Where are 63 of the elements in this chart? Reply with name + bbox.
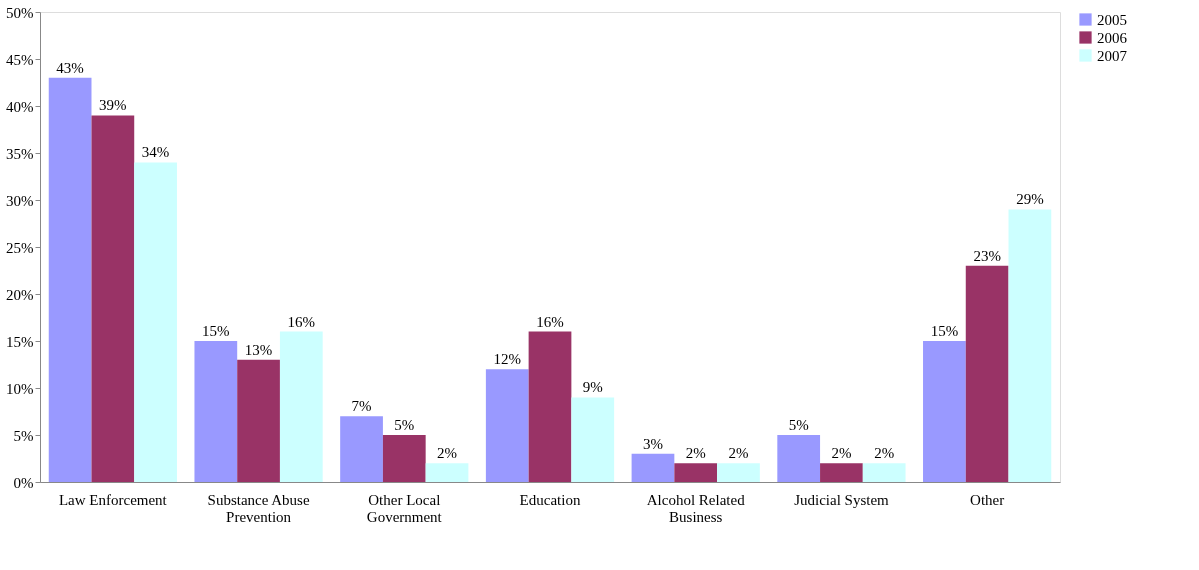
bar bbox=[382, 435, 426, 482]
bar bbox=[91, 115, 135, 482]
x-tick-label: Other Local Government bbox=[366, 491, 443, 525]
bar bbox=[923, 341, 966, 482]
data-label: 39% bbox=[99, 97, 127, 114]
y-tick-label: 15% bbox=[6, 333, 34, 350]
bar bbox=[571, 397, 615, 482]
bar bbox=[425, 463, 469, 482]
data-label: 15% bbox=[202, 323, 230, 339]
data-label: 5% bbox=[394, 417, 415, 433]
data-label: 2% bbox=[728, 445, 749, 462]
bar bbox=[1008, 209, 1052, 482]
x-tick-label: Other bbox=[970, 491, 1005, 508]
x-tick-label: Alcohol Related Business bbox=[646, 491, 746, 525]
data-label: 16% bbox=[536, 313, 564, 330]
data-label: 12% bbox=[493, 351, 522, 368]
y-tick-label: 20% bbox=[6, 286, 34, 303]
legend-label: 2005 bbox=[1097, 11, 1127, 28]
data-label: 2% bbox=[437, 445, 458, 462]
x-tick-label: Judicial System bbox=[794, 491, 890, 508]
data-label: 16% bbox=[287, 313, 316, 330]
bar bbox=[820, 463, 863, 482]
bar bbox=[279, 331, 323, 482]
data-label: 9% bbox=[582, 379, 603, 396]
bar bbox=[340, 416, 383, 482]
legend-label: 2007 bbox=[1097, 47, 1128, 64]
data-label: 15% bbox=[930, 323, 959, 339]
y-tick-label: 0% bbox=[13, 474, 34, 491]
y-tick-label: 45% bbox=[6, 51, 34, 68]
bar bbox=[528, 331, 572, 482]
data-label: 43% bbox=[56, 59, 84, 76]
bar bbox=[134, 162, 177, 482]
data-label: 2% bbox=[831, 445, 852, 462]
y-tick-label: 25% bbox=[6, 239, 34, 256]
data-label: 2% bbox=[874, 445, 895, 462]
y-tick-label: 30% bbox=[6, 192, 34, 209]
data-label: 2% bbox=[685, 445, 706, 462]
bar bbox=[48, 77, 92, 482]
y-tick-label: 40% bbox=[6, 98, 34, 115]
data-label: 5% bbox=[788, 417, 809, 433]
x-tick-label: Substance Abuse Prevention bbox=[207, 491, 310, 525]
bar bbox=[777, 435, 821, 482]
bar bbox=[862, 463, 906, 482]
y-tick-label: 5% bbox=[13, 427, 34, 444]
bar bbox=[717, 463, 760, 482]
bar bbox=[965, 265, 1009, 482]
bar bbox=[237, 359, 280, 482]
data-label: 34% bbox=[141, 144, 170, 161]
bar bbox=[631, 453, 675, 482]
x-tick-label: Law Enforcement bbox=[58, 491, 168, 508]
legend-label: 2006 bbox=[1097, 29, 1128, 46]
bar bbox=[674, 463, 718, 482]
data-label: 23% bbox=[973, 247, 1001, 264]
y-tick-label: 10% bbox=[6, 380, 34, 397]
y-tick-label: 35% bbox=[6, 145, 34, 162]
bar bbox=[485, 369, 529, 482]
data-label: 29% bbox=[1016, 191, 1044, 208]
data-label: 7% bbox=[351, 398, 372, 415]
x-tick-label: Education bbox=[519, 491, 581, 508]
bar bbox=[194, 341, 238, 482]
data-label: 3% bbox=[642, 435, 663, 452]
data-label: 13% bbox=[244, 341, 273, 358]
y-tick-label: 50% bbox=[6, 4, 34, 21]
